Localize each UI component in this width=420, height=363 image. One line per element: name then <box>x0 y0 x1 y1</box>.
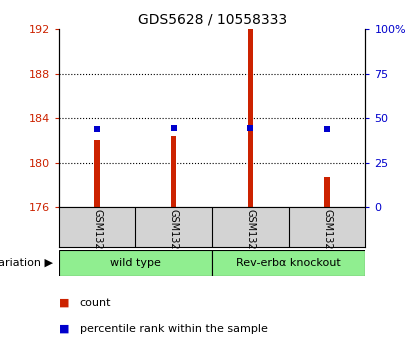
Text: GSM1329814: GSM1329814 <box>322 209 332 274</box>
Bar <box>248 29 253 207</box>
Text: ■: ■ <box>59 298 69 308</box>
Text: count: count <box>80 298 111 308</box>
Bar <box>324 177 330 207</box>
Text: genotype/variation ▶: genotype/variation ▶ <box>0 258 52 268</box>
Text: GSM1329812: GSM1329812 <box>169 209 179 274</box>
Title: GDS5628 / 10558333: GDS5628 / 10558333 <box>137 12 287 26</box>
Text: Rev-erbα knockout: Rev-erbα knockout <box>236 258 341 268</box>
Bar <box>94 140 100 207</box>
Bar <box>171 136 176 207</box>
Text: wild type: wild type <box>110 258 161 268</box>
Bar <box>59 250 212 276</box>
Text: GSM1329813: GSM1329813 <box>245 209 255 274</box>
Text: GSM1329811: GSM1329811 <box>92 209 102 274</box>
Bar <box>212 250 365 276</box>
Text: ■: ■ <box>59 323 69 334</box>
Text: percentile rank within the sample: percentile rank within the sample <box>80 323 268 334</box>
